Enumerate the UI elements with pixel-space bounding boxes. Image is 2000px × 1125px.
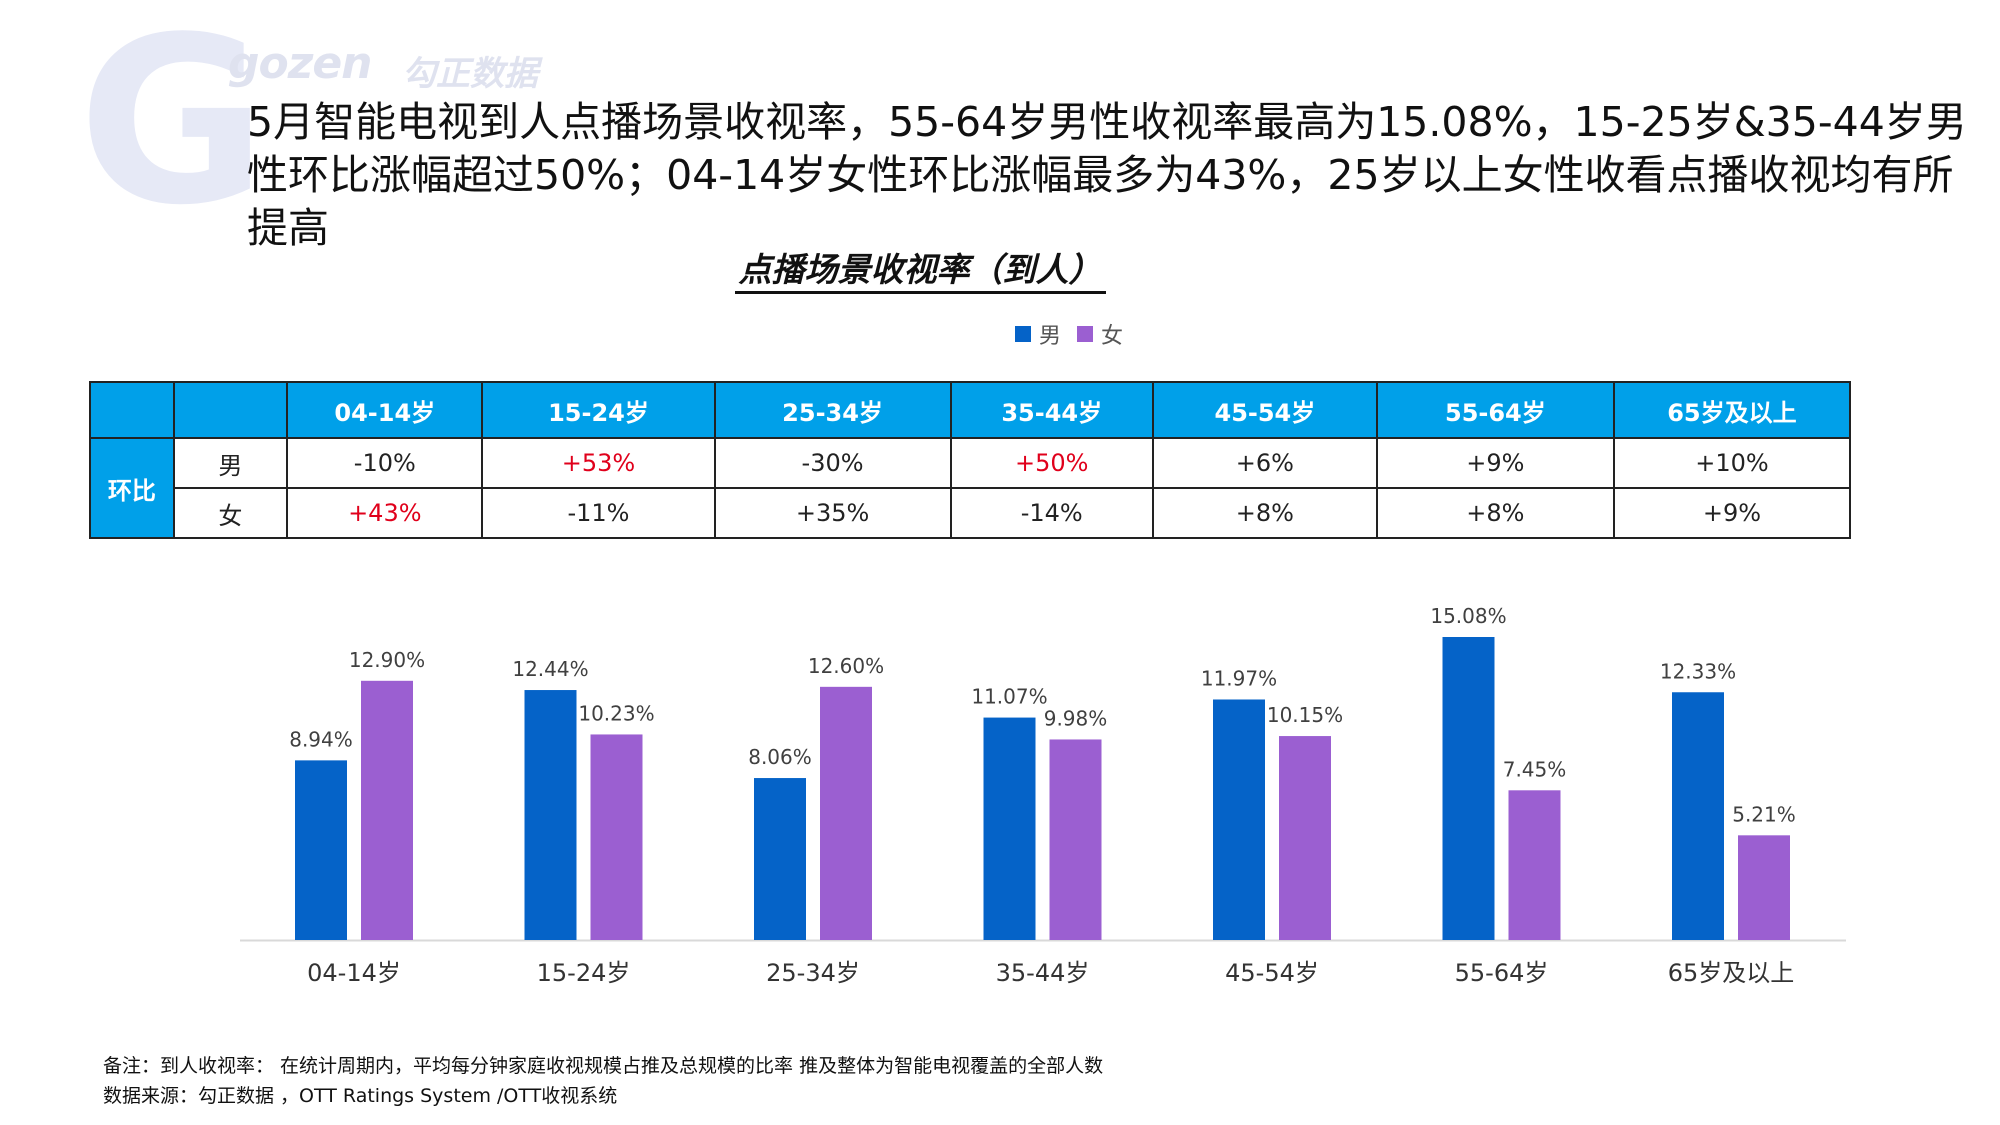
chart-title-text: 点播场景收视率（到人） <box>734 250 1106 294</box>
bar-male <box>1213 699 1265 940</box>
table-cell: +8% <box>1151 487 1378 539</box>
table-cell: -11% <box>481 487 716 539</box>
data-label: 15.08% <box>1430 604 1506 628</box>
table-header-cell: 55-64岁 <box>1375 381 1615 439</box>
data-label: 8.94% <box>289 727 353 751</box>
table-cell: +43% <box>286 487 484 539</box>
bar-female <box>1049 739 1102 940</box>
table-header-blank <box>89 381 175 439</box>
chart-title: 点播场景收视率（到人） <box>0 243 1840 294</box>
legend-swatch-male <box>1015 326 1031 342</box>
data-label: 9.98% <box>1044 706 1108 730</box>
table-header-cell: 15-24岁 <box>481 381 716 439</box>
bar-female <box>1508 790 1561 940</box>
table-cell: +9% <box>1375 437 1615 489</box>
data-label: 8.06% <box>748 745 812 769</box>
legend-label-female: 女 <box>1101 324 1124 349</box>
data-label: 10.23% <box>578 701 654 725</box>
x-tick-label: 65岁及以上 <box>1668 959 1795 987</box>
data-label: 12.60% <box>808 654 884 678</box>
footer: 备注：到人收视率： 在统计周期内，平均每分钟家庭收视规模占推及总规模的比率 推及… <box>103 1051 1103 1111</box>
chart-legend: 男 女 <box>1015 318 1133 350</box>
data-label: 11.97% <box>1201 666 1277 690</box>
bar-female <box>820 686 872 940</box>
x-tick-label: 15-24岁 <box>537 959 631 987</box>
table-cell: +50% <box>949 437 1154 489</box>
table-header-row: 04-14岁 15-24岁 25-34岁 35-44岁 45-54岁 55-64… <box>89 381 1852 439</box>
table-cell: -14% <box>949 487 1154 539</box>
x-tick-label: 55-64岁 <box>1455 959 1549 987</box>
data-label: 12.33% <box>1660 659 1736 683</box>
footer-note: 备注：到人收视率： 在统计周期内，平均每分钟家庭收视规模占推及总规模的比率 推及… <box>103 1055 1104 1077</box>
x-tick-label: 45-54岁 <box>1225 959 1319 987</box>
data-label: 5.21% <box>1732 802 1796 826</box>
logo-brand: gozen <box>228 38 372 89</box>
data-label: 10.15% <box>1267 703 1343 727</box>
table-header-blank <box>172 381 289 439</box>
table-header-cell: 04-14岁 <box>286 381 484 439</box>
table-cell: +53% <box>481 437 716 489</box>
table-cell: +35% <box>713 487 952 539</box>
table-cell: -10% <box>286 437 484 489</box>
x-tick-label: 35-44岁 <box>996 959 1090 987</box>
legend-item-female: 女 <box>1077 318 1123 350</box>
bar-male <box>1672 692 1724 940</box>
row-label: 女 <box>172 487 289 539</box>
bar-male <box>1442 637 1495 940</box>
bar-female <box>590 734 643 940</box>
bar-male <box>754 778 806 940</box>
bar-male <box>524 690 577 940</box>
table-header-cell: 25-34岁 <box>713 381 952 439</box>
logo-brand-cn: 勾正数据 <box>402 54 538 94</box>
table-header-cell: 45-54岁 <box>1151 381 1378 439</box>
bar-female <box>1738 835 1790 940</box>
table-header-cell: 65岁及以上 <box>1612 381 1852 439</box>
table-header-cell: 35-44岁 <box>949 381 1154 439</box>
legend-item-male: 男 <box>1015 318 1061 350</box>
slide-headline: 5月智能电视到人点播场景收视率，55-64岁男性收视率最高为15.08%，15-… <box>247 98 1967 252</box>
row-group-label: 环比 <box>89 437 175 539</box>
table-cell: +9% <box>1612 487 1852 539</box>
change-table: 04-14岁 15-24岁 25-34岁 35-44岁 45-54岁 55-64… <box>89 381 1852 539</box>
x-tick-label: 04-14岁 <box>307 959 401 987</box>
table-cell: +10% <box>1612 437 1852 489</box>
data-label: 7.45% <box>1503 757 1567 781</box>
x-tick-label: 25-34岁 <box>766 959 860 987</box>
bar-female <box>1279 736 1331 940</box>
bar-male <box>295 760 347 940</box>
data-label: 12.90% <box>349 648 425 672</box>
table-row: 女 +43% -11% +35% -14% +8% +8% +9% <box>90 487 1852 539</box>
logo-mark: G <box>78 0 267 256</box>
legend-label-male: 男 <box>1039 324 1062 349</box>
table-cell: +8% <box>1375 487 1615 539</box>
table-cell: +6% <box>1151 437 1378 489</box>
bar-male <box>983 717 1036 940</box>
row-label: 男 <box>172 437 289 489</box>
bar-female <box>361 680 413 940</box>
data-label: 11.07% <box>971 685 1047 709</box>
legend-swatch-female <box>1077 326 1094 342</box>
footer-source: 数据来源：勾正数据 ，OTT Ratings System /OTT收视系统 <box>103 1085 618 1107</box>
data-label: 12.44% <box>512 657 588 681</box>
table-row: 环比男 -10% +53% -30% +50% +6% +9% +10% <box>89 437 1852 539</box>
table-cell: -30% <box>713 437 952 489</box>
